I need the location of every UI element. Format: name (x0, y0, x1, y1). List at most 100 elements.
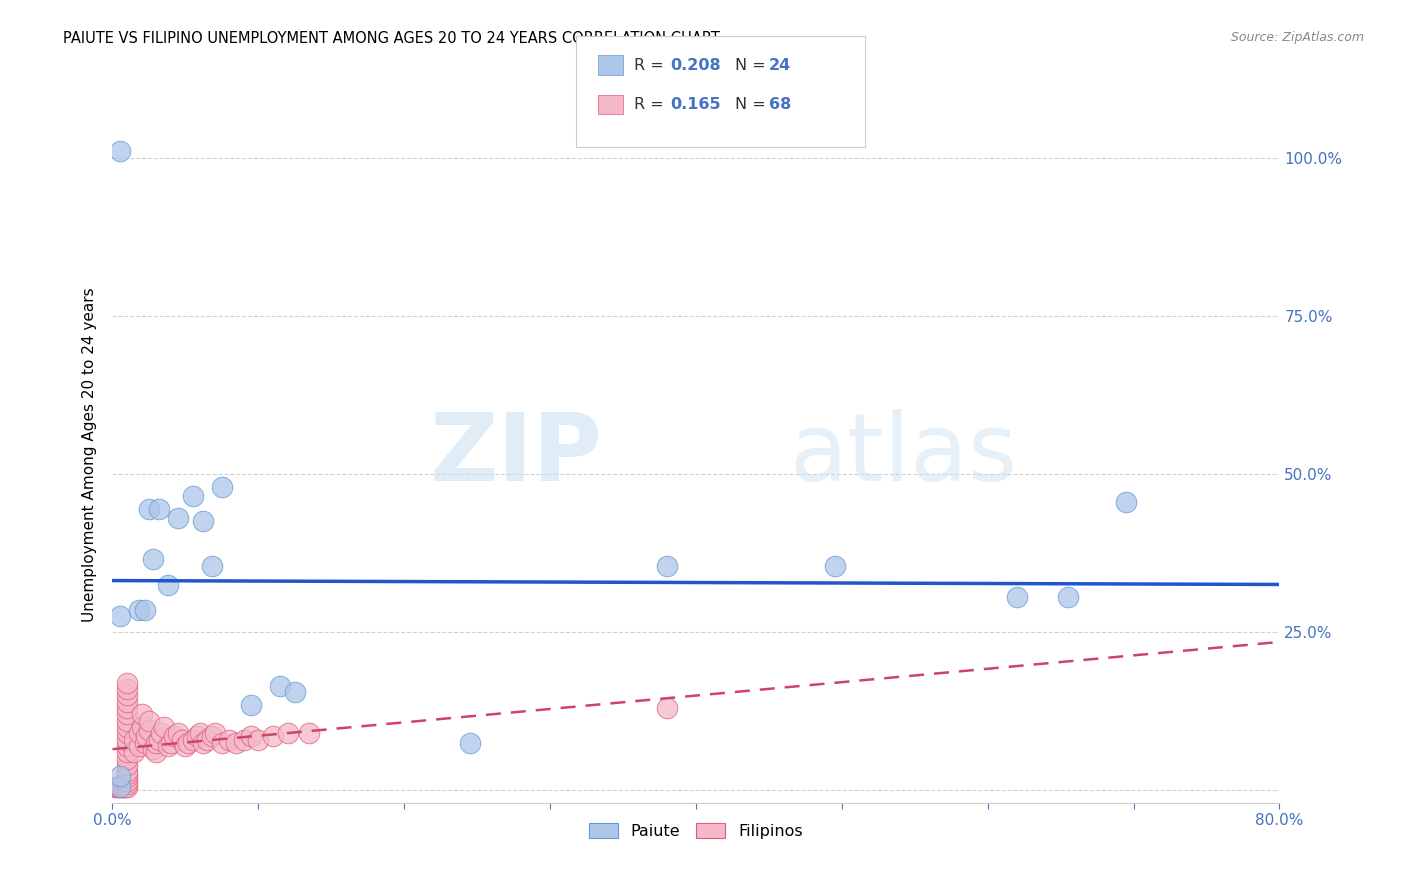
Point (115, 726, 138, 740)
Text: N =: N = (735, 58, 772, 72)
Point (232, 732, 254, 747)
Point (115, 720, 138, 734)
Point (124, 732, 146, 747)
Text: 24: 24 (769, 58, 792, 72)
Point (298, 726, 321, 740)
Point (145, 736, 167, 750)
Point (163, 730, 186, 744)
Point (115, 777, 138, 791)
Point (105, 780, 128, 794)
Point (167, 511, 190, 525)
Legend: Paiute, Filipinos: Paiute, Filipinos (581, 815, 811, 847)
Point (655, 558, 678, 573)
Text: atlas: atlas (789, 409, 1018, 501)
Point (124, 745, 146, 759)
Point (115, 757, 138, 772)
Point (1115, 495, 1137, 509)
Point (115, 675, 138, 690)
Point (108, 780, 131, 794)
Point (108, 780, 131, 794)
Point (824, 558, 846, 573)
Text: N =: N = (735, 97, 772, 112)
Point (247, 732, 270, 747)
Point (156, 739, 179, 753)
Point (108, 145, 131, 159)
Point (156, 577, 179, 591)
Point (134, 736, 156, 750)
Point (148, 501, 170, 516)
Point (142, 552, 165, 566)
Point (128, 603, 150, 617)
Point (177, 736, 200, 750)
Point (191, 736, 214, 750)
Text: 0.208: 0.208 (671, 58, 721, 72)
Point (225, 736, 247, 750)
Point (181, 732, 204, 747)
Point (131, 707, 153, 722)
Point (262, 730, 284, 744)
Point (115, 771, 138, 785)
Point (148, 732, 170, 747)
Point (115, 688, 138, 702)
Point (211, 736, 233, 750)
Point (104, 780, 127, 794)
Text: Source: ZipAtlas.com: Source: ZipAtlas.com (1230, 31, 1364, 45)
Text: 0.165: 0.165 (671, 97, 721, 112)
Y-axis label: Unemployment Among Ages 20 to 24 years: Unemployment Among Ages 20 to 24 years (82, 287, 97, 623)
Point (112, 780, 135, 794)
Point (135, 730, 157, 744)
Point (284, 685, 307, 699)
Point (188, 726, 211, 740)
Point (115, 707, 138, 722)
Point (138, 723, 160, 737)
Point (655, 701, 678, 715)
Point (114, 780, 136, 794)
Point (191, 514, 214, 528)
Point (1057, 591, 1080, 605)
Point (1005, 591, 1028, 605)
Point (181, 489, 204, 503)
Point (131, 720, 153, 734)
Point (240, 698, 263, 712)
Point (145, 745, 167, 759)
Point (115, 681, 138, 696)
Point (201, 730, 224, 744)
Point (458, 736, 481, 750)
Point (108, 609, 131, 624)
Point (115, 773, 138, 788)
Point (138, 714, 160, 728)
Point (115, 695, 138, 709)
Point (115, 739, 138, 753)
Text: ZIP: ZIP (430, 409, 603, 501)
Point (218, 732, 240, 747)
Text: R =: R = (634, 97, 669, 112)
Point (115, 780, 138, 794)
Text: 68: 68 (769, 97, 792, 112)
Point (115, 767, 138, 781)
Point (115, 751, 138, 765)
Point (107, 780, 129, 794)
Point (108, 769, 131, 783)
Point (134, 603, 156, 617)
Point (240, 730, 263, 744)
Point (110, 780, 132, 794)
Text: R =: R = (634, 58, 669, 72)
Point (115, 745, 138, 759)
Point (167, 726, 190, 740)
Point (174, 739, 197, 753)
Text: PAIUTE VS FILIPINO UNEMPLOYMENT AMONG AGES 20 TO 24 YEARS CORRELATION CHART: PAIUTE VS FILIPINO UNEMPLOYMENT AMONG AG… (63, 31, 720, 46)
Point (195, 732, 218, 747)
Point (211, 479, 233, 493)
Point (201, 558, 224, 573)
Point (160, 736, 183, 750)
Point (115, 701, 138, 715)
Point (128, 739, 150, 753)
Point (276, 726, 298, 740)
Point (269, 679, 291, 693)
Point (142, 742, 165, 756)
Point (115, 764, 138, 779)
Point (172, 732, 194, 747)
Point (115, 732, 138, 747)
Point (115, 714, 138, 728)
Point (149, 726, 172, 740)
